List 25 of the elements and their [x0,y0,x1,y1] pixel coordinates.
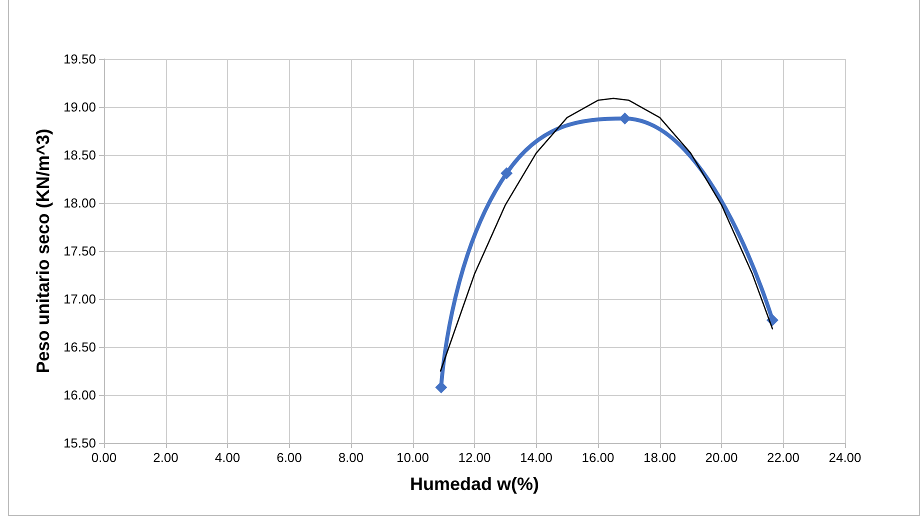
y-tick-label: 17.00 [63,292,96,306]
y-tick-label: 19.50 [63,52,96,66]
x-tick-label: 22.00 [766,450,800,465]
y-tick-label: 19.00 [63,100,96,114]
x-tick-label: 10.00 [396,450,430,465]
x-tick-label: 20.00 [705,450,738,465]
x-tick-label: 2.00 [153,450,178,465]
x-tick-label: 24.00 [828,450,862,465]
y-tick-label: 15.50 [63,436,96,450]
x-tick-label: 18.00 [643,450,676,465]
x-tick-label: 16.00 [582,450,614,465]
x-tick-label: 8.00 [338,450,364,465]
y-tick-label: 18.00 [63,196,96,210]
x-tick-label: 12.00 [458,450,491,465]
x-axis-title: Humedad w(%) [410,474,540,494]
y-tick-label: 16.00 [63,388,96,402]
x-tick-label: 0.00 [91,450,117,465]
x-tick-label: 6.00 [276,450,302,465]
x-tick-label: 14.00 [520,450,553,465]
x-tick-label: 4.00 [214,450,240,465]
y-axis-title: Peso unitario seco (KN/m^3) [33,128,53,374]
point [500,167,513,180]
y-tick-label: 16.50 [63,340,96,354]
y-tick-label: 18.50 [63,148,96,162]
y-tick-label: 17.50 [63,244,96,258]
